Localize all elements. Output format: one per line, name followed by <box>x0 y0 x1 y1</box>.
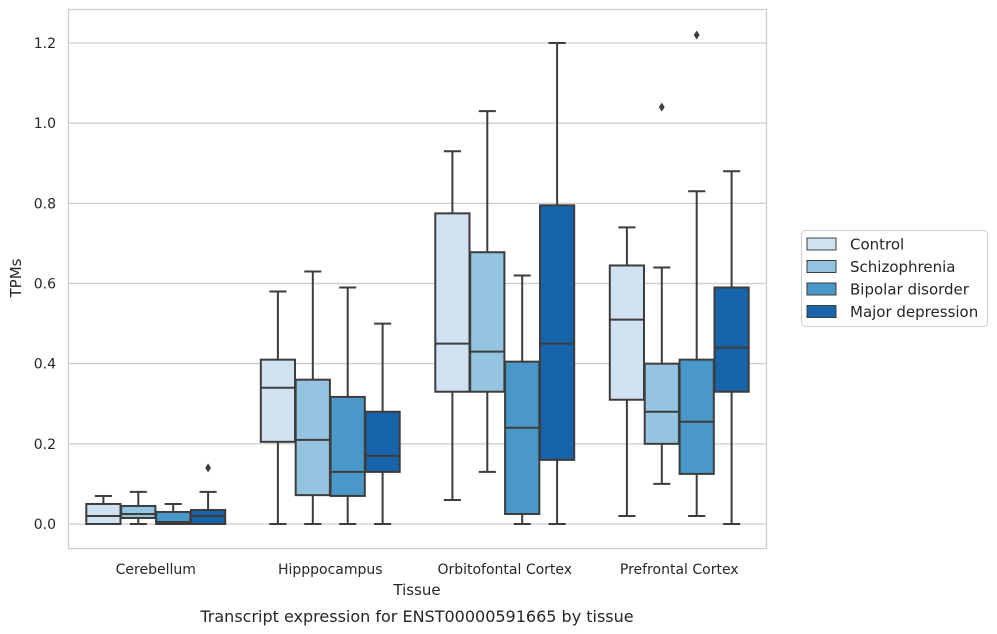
chart-caption: Transcript expression for ENST0000059166… <box>199 607 633 626</box>
x-axis-title: Tissue <box>392 581 440 599</box>
box-iqr <box>608 264 646 401</box>
box-iqr <box>120 504 157 519</box>
box-3-0 <box>189 463 227 525</box>
box-iqr <box>643 362 680 445</box>
box-iqr <box>504 360 541 515</box>
legend-swatch <box>806 305 837 318</box>
x-tick-label: Cerebellum <box>116 562 196 578</box>
box-2-2 <box>504 274 541 525</box>
x-tick-label: Hipppocampus <box>278 562 383 578</box>
box-0-2 <box>434 150 471 501</box>
outlier-point <box>658 102 665 112</box>
y-tick-label: 0.2 <box>34 437 56 453</box>
box-2-0 <box>155 502 192 526</box>
box-2-1 <box>329 286 366 525</box>
y-tick-label: 0.6 <box>34 277 56 293</box>
box-iqr <box>538 204 576 461</box>
legend-swatch <box>806 282 837 296</box>
legend-label: Schizophrenia <box>850 258 955 276</box>
outlier-point <box>205 463 212 473</box>
box-3-1 <box>364 322 401 525</box>
y-tick-label: 1.2 <box>34 36 56 52</box>
box-iqr <box>189 508 227 525</box>
x-tick-labels: Cerebellum Hipppocampus Orbitofontal Corte… <box>116 562 739 578</box>
legend-label: Bipolar disorder <box>850 281 970 299</box>
legend: Control Schizophrenia Bipolar disorder Majo… <box>801 230 988 327</box>
legend-swatch <box>806 237 837 251</box>
box-series-layer <box>85 30 750 526</box>
box-3-3 <box>713 170 750 525</box>
box-iqr <box>294 378 331 497</box>
box-3-2 <box>538 42 576 525</box>
box-iqr <box>329 395 366 497</box>
box-0-3 <box>608 226 646 517</box>
box-1-3 <box>643 102 680 485</box>
box-2-3 <box>678 30 715 517</box>
y-tick-label: 0.4 <box>34 357 56 373</box>
box-iqr <box>85 502 122 526</box>
box-0-0 <box>85 494 122 526</box>
legend-frame <box>801 230 988 327</box>
legend-label: Control <box>850 236 904 254</box>
box-iqr <box>678 358 715 475</box>
x-tick-label: Orbitofontal Cortex <box>437 562 572 578</box>
outlier-point <box>693 30 700 40</box>
box-iqr <box>364 410 401 473</box>
gridlines <box>68 42 767 525</box>
y-tick-labels: 0.0 0.2 0.4 0.6 0.8 1.0 1.2 <box>34 36 56 533</box>
y-tick-label: 0.8 <box>34 196 56 212</box>
box-iqr <box>434 212 471 393</box>
box-iqr <box>713 286 750 393</box>
y-tick-label: 0.0 <box>34 517 56 533</box>
box-iqr <box>469 251 506 393</box>
box-iqr <box>259 358 297 443</box>
box-1-0 <box>120 490 157 525</box>
legend-swatch <box>806 260 837 273</box>
plot-frame <box>67 8 768 550</box>
box-0-1 <box>259 290 297 525</box>
box-1-1 <box>294 270 331 525</box>
y-tick-label: 1.0 <box>34 116 56 132</box>
x-tick-label: Prefrontal Cortex <box>620 562 739 578</box>
y-axis-title: TPMs <box>7 258 25 298</box>
legend-label: Major depression <box>850 303 978 321</box>
box-1-2 <box>469 110 506 473</box>
